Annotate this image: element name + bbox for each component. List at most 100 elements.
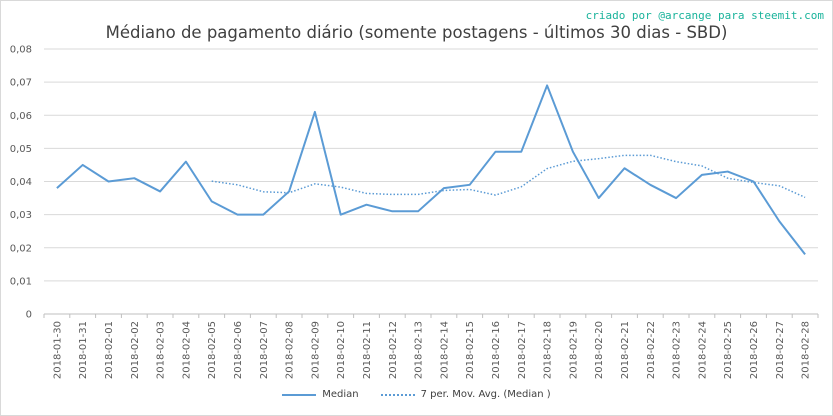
median-point [727, 170, 729, 172]
median-point [211, 200, 213, 202]
legend: Median 7 per. Mov. Avg. (Median ) [1, 389, 832, 400]
median-point [804, 253, 806, 255]
legend-swatch-solid [282, 393, 317, 396]
median-point [572, 150, 574, 152]
x-tick-label: 2018-02-01 [104, 321, 115, 379]
median-point [778, 220, 780, 222]
x-tick-label: 2018-02-05 [207, 321, 218, 379]
moving-average-point [340, 186, 342, 188]
moving-average-point [417, 193, 419, 195]
moving-average-point [804, 196, 806, 198]
moving-average-point [701, 165, 703, 167]
moving-average-point [598, 157, 600, 159]
median-point [649, 184, 651, 186]
legend-label-moving-average: 7 per. Mov. Avg. (Median ) [420, 389, 551, 400]
series-line-median [56, 84, 806, 255]
moving-average-point [752, 181, 754, 183]
median-points [56, 84, 807, 255]
x-tick-label: 2018-02-24 [697, 321, 708, 379]
median-point [159, 190, 161, 192]
x-tick-label: 2018-02-16 [491, 321, 502, 379]
y-tick-label: 0,06 [10, 111, 32, 122]
x-tick-label: 2018-02-26 [749, 321, 760, 379]
x-tick-label: 2018-01-30 [52, 321, 63, 379]
series-line-moving-average [211, 154, 806, 199]
legend-swatch-dotted [380, 393, 415, 396]
moving-average-point [211, 180, 213, 182]
y-tick-label: 0,08 [10, 45, 32, 56]
x-tick-label: 2018-02-09 [310, 321, 321, 379]
moving-average-point [288, 192, 290, 194]
moving-average-point [546, 167, 548, 169]
x-tick-label: 2018-02-10 [336, 321, 347, 379]
y-tick-label: 0,01 [10, 276, 32, 287]
median-point [340, 213, 342, 215]
moving-average-point [494, 194, 496, 196]
moving-average-point [675, 160, 677, 162]
moving-average-point [778, 185, 780, 187]
moving-average-point [262, 191, 264, 193]
x-tick-label: 2018-02-07 [259, 321, 270, 379]
x-tick-label: 2018-02-23 [672, 321, 683, 379]
moving-average-point [391, 193, 393, 195]
median-point [469, 184, 471, 186]
moving-average-point [443, 189, 445, 191]
y-tick-label: 0,05 [10, 144, 32, 155]
x-tick-label: 2018-02-20 [594, 321, 605, 379]
x-tick-label: 2018-01-31 [78, 321, 89, 379]
median-point [494, 150, 496, 152]
x-tick-label: 2018-02-19 [568, 321, 579, 379]
legend-label-median: Median [322, 389, 359, 400]
moving-average-point [365, 192, 367, 194]
median-point [107, 180, 109, 182]
moving-average-point [236, 184, 238, 186]
median-point [675, 197, 677, 199]
x-tick-label: 2018-02-02 [130, 321, 141, 379]
moving-average-point [623, 154, 625, 156]
legend-item-median: Median [282, 389, 359, 400]
moving-average-point [727, 177, 729, 179]
median-point [623, 167, 625, 169]
x-tick-label: 2018-02-06 [233, 321, 244, 379]
x-tick-label: 2018-02-22 [646, 321, 657, 379]
x-tick-label: 2018-02-28 [801, 321, 812, 379]
median-point [314, 111, 316, 113]
x-tick-label: 2018-02-11 [362, 321, 373, 379]
median-point [701, 174, 703, 176]
x-tick-label: 2018-02-17 [517, 321, 528, 379]
x-tick-label: 2018-02-13 [414, 321, 425, 379]
y-tick-label: 0,02 [10, 243, 32, 254]
median-point [417, 210, 419, 212]
x-tick-label: 2018-02-15 [465, 321, 476, 379]
x-tick-label: 2018-02-14 [439, 321, 450, 379]
y-tick-label: 0,04 [10, 177, 32, 188]
moving-average-point [520, 186, 522, 188]
median-point [56, 187, 58, 189]
x-tick-label: 2018-02-21 [620, 321, 631, 379]
credit-text: criado por @arcange para steemit.com [585, 9, 824, 22]
median-point [546, 84, 548, 86]
chart-title: Médiano de pagamento diário (somente pos… [105, 23, 728, 42]
median-point [391, 210, 393, 212]
x-tick-label: 2018-02-04 [181, 321, 192, 379]
moving-average-point [469, 188, 471, 190]
x-tick-label: 2018-02-12 [388, 321, 399, 379]
median-point [598, 197, 600, 199]
x-tick-label: 2018-02-03 [156, 321, 167, 379]
median-point [262, 213, 264, 215]
y-tick-label: 0 [26, 310, 32, 321]
median-point [82, 164, 84, 166]
x-tick-label: 2018-02-18 [543, 321, 554, 379]
x-tick-label: 2018-02-08 [285, 321, 296, 379]
moving-average-point [314, 183, 316, 185]
median-point [365, 203, 367, 205]
moving-average-point [572, 160, 574, 162]
median-point [520, 150, 522, 152]
y-tick-label: 0,03 [10, 210, 32, 221]
median-point [443, 187, 445, 189]
median-point [185, 160, 187, 162]
x-tick-label: 2018-02-25 [723, 321, 734, 379]
median-point [133, 177, 135, 179]
median-point [236, 213, 238, 215]
